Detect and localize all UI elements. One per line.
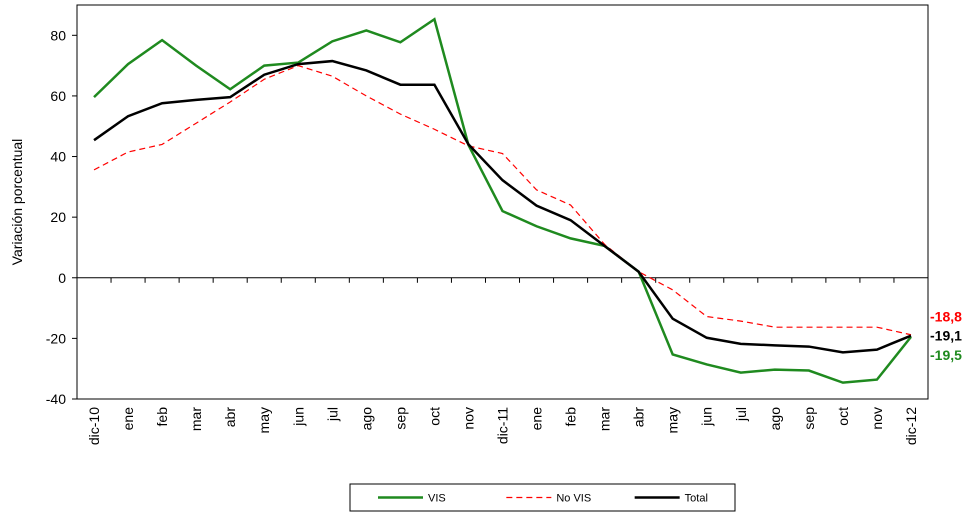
x-tick-label: jul [324,407,340,422]
x-tick-label: ene [529,407,545,431]
x-tick-label: ago [358,407,374,431]
legend-label: No VIS [556,493,591,505]
x-tick-label: mar [188,407,204,431]
series-line [93,17,912,384]
data-label: -19,5 [930,347,962,363]
series-line [93,64,912,336]
data-label: -19,1 [930,328,962,344]
series-line [93,59,912,354]
x-tick-label: dic-11 [495,407,511,444]
x-tick-label: abr [631,407,647,428]
y-tick-label: -20 [46,330,66,346]
plot-frame [76,4,929,400]
x-tick-label: feb [563,407,579,427]
x-tick-label: oct [835,407,851,426]
x-tick-label: oct [426,407,442,426]
y-tick-label: 80 [50,27,66,43]
x-tick-label: ago [767,407,783,431]
x-tick-label: sep [801,407,817,430]
x-tick-label: jun [290,407,306,427]
x-tick-label: may [665,407,681,433]
legend-label: VIS [428,493,446,505]
y-tick-label: 0 [58,270,66,286]
y-axis-label: Variación porcentual [9,139,25,266]
x-tick-label: nov [460,407,476,430]
x-tick-label: jul [733,407,749,422]
x-tick-label: jun [699,407,715,427]
x-tick-label: sep [392,407,408,430]
x-tick-label: feb [154,407,170,427]
x-tick-label: may [256,407,272,433]
x-tick-label: ene [120,407,136,431]
y-tick-label: 20 [50,209,66,225]
x-tick-label: abr [222,407,238,428]
data-label: -18,8 [930,309,962,325]
y-tick-label: 40 [50,149,66,165]
x-tick-label: dic-10 [86,407,102,445]
x-tick-label: dic-12 [903,407,919,445]
y-tick-label: 60 [50,88,66,104]
x-tick-label: mar [597,407,613,431]
x-tick-label: nov [869,407,885,430]
legend-label: Total [685,493,708,505]
y-tick-label: -40 [46,391,66,407]
